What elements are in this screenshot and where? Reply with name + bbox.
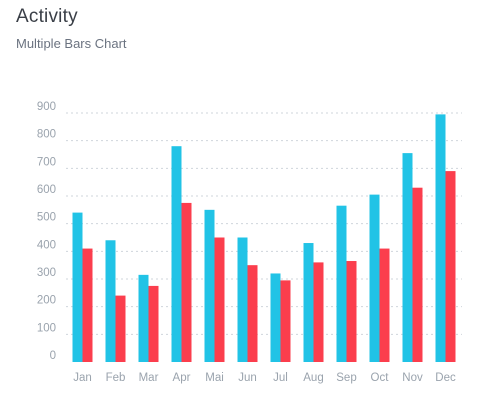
bar-series-2-jan xyxy=(82,248,93,362)
y-tick-label: 700 xyxy=(37,156,56,168)
grid-layer xyxy=(66,112,462,335)
bar-series-2-feb xyxy=(115,295,126,362)
bar-series-2-oct xyxy=(379,248,390,362)
x-tick-label: Feb xyxy=(106,372,126,384)
bar-series-2-jun xyxy=(247,265,258,362)
bar-series-2-jul xyxy=(280,280,291,362)
x-tick-label: Dec xyxy=(435,372,456,384)
y-tick-label: 100 xyxy=(37,322,56,334)
bar-series-1-dec xyxy=(435,114,446,362)
bar-series-2-dec xyxy=(445,171,456,362)
bar-series-1-aug xyxy=(303,243,314,362)
bar-series-2-apr xyxy=(181,202,192,362)
bar-series-2-aug xyxy=(313,262,324,362)
y-tick-label: 300 xyxy=(37,267,56,279)
x-axis-ticks: Jan Feb Mar Apr Mai Jun Jul Aug Sep Oct Nov Dec xyxy=(73,372,456,384)
x-tick-label: Oct xyxy=(371,372,390,384)
y-tick-label: 400 xyxy=(37,239,56,251)
bar-series-1-jul xyxy=(270,273,281,362)
bar-series-1-apr xyxy=(171,146,182,362)
bar-series-1-oct xyxy=(369,194,380,362)
bar-series-1-nov xyxy=(402,153,413,362)
bar-series-1-jun xyxy=(237,237,248,362)
bar-series-1-mai xyxy=(204,209,215,362)
bars xyxy=(72,114,456,362)
x-tick-label: Mar xyxy=(139,372,159,384)
bar-series-1-jan xyxy=(72,212,83,362)
y-tick-label: 500 xyxy=(37,212,56,224)
x-tick-label: Jul xyxy=(273,372,288,384)
bar-series-1-feb xyxy=(105,240,116,362)
x-tick-label: Sep xyxy=(336,372,356,384)
bar-series-1-mar xyxy=(138,274,149,362)
y-axis-ticks: 0 100 200 300 400 500 600 700 800 900 xyxy=(37,101,56,362)
x-tick-label: Mai xyxy=(205,372,224,384)
y-tick-label: 900 xyxy=(37,101,56,113)
x-tick-label: Jun xyxy=(238,372,257,384)
bar-series-2-sep xyxy=(346,261,357,362)
chart-title: Activity xyxy=(16,6,78,27)
chart-subtitle: Multiple Bars Chart xyxy=(16,36,127,51)
x-tick-label: Nov xyxy=(402,372,423,384)
bar-series-2-nov xyxy=(412,187,423,362)
bar-series-2-mai xyxy=(214,237,225,362)
y-tick-label: 200 xyxy=(37,295,56,307)
bar-series-1-sep xyxy=(336,205,347,362)
bar-series-2-mar xyxy=(148,285,159,362)
y-tick-label: 0 xyxy=(50,350,56,362)
x-tick-label: Aug xyxy=(303,372,323,384)
y-tick-label: 600 xyxy=(37,184,56,196)
y-tick-label: 800 xyxy=(37,129,56,141)
x-tick-label: Jan xyxy=(73,372,92,384)
x-tick-label: Apr xyxy=(173,372,191,384)
